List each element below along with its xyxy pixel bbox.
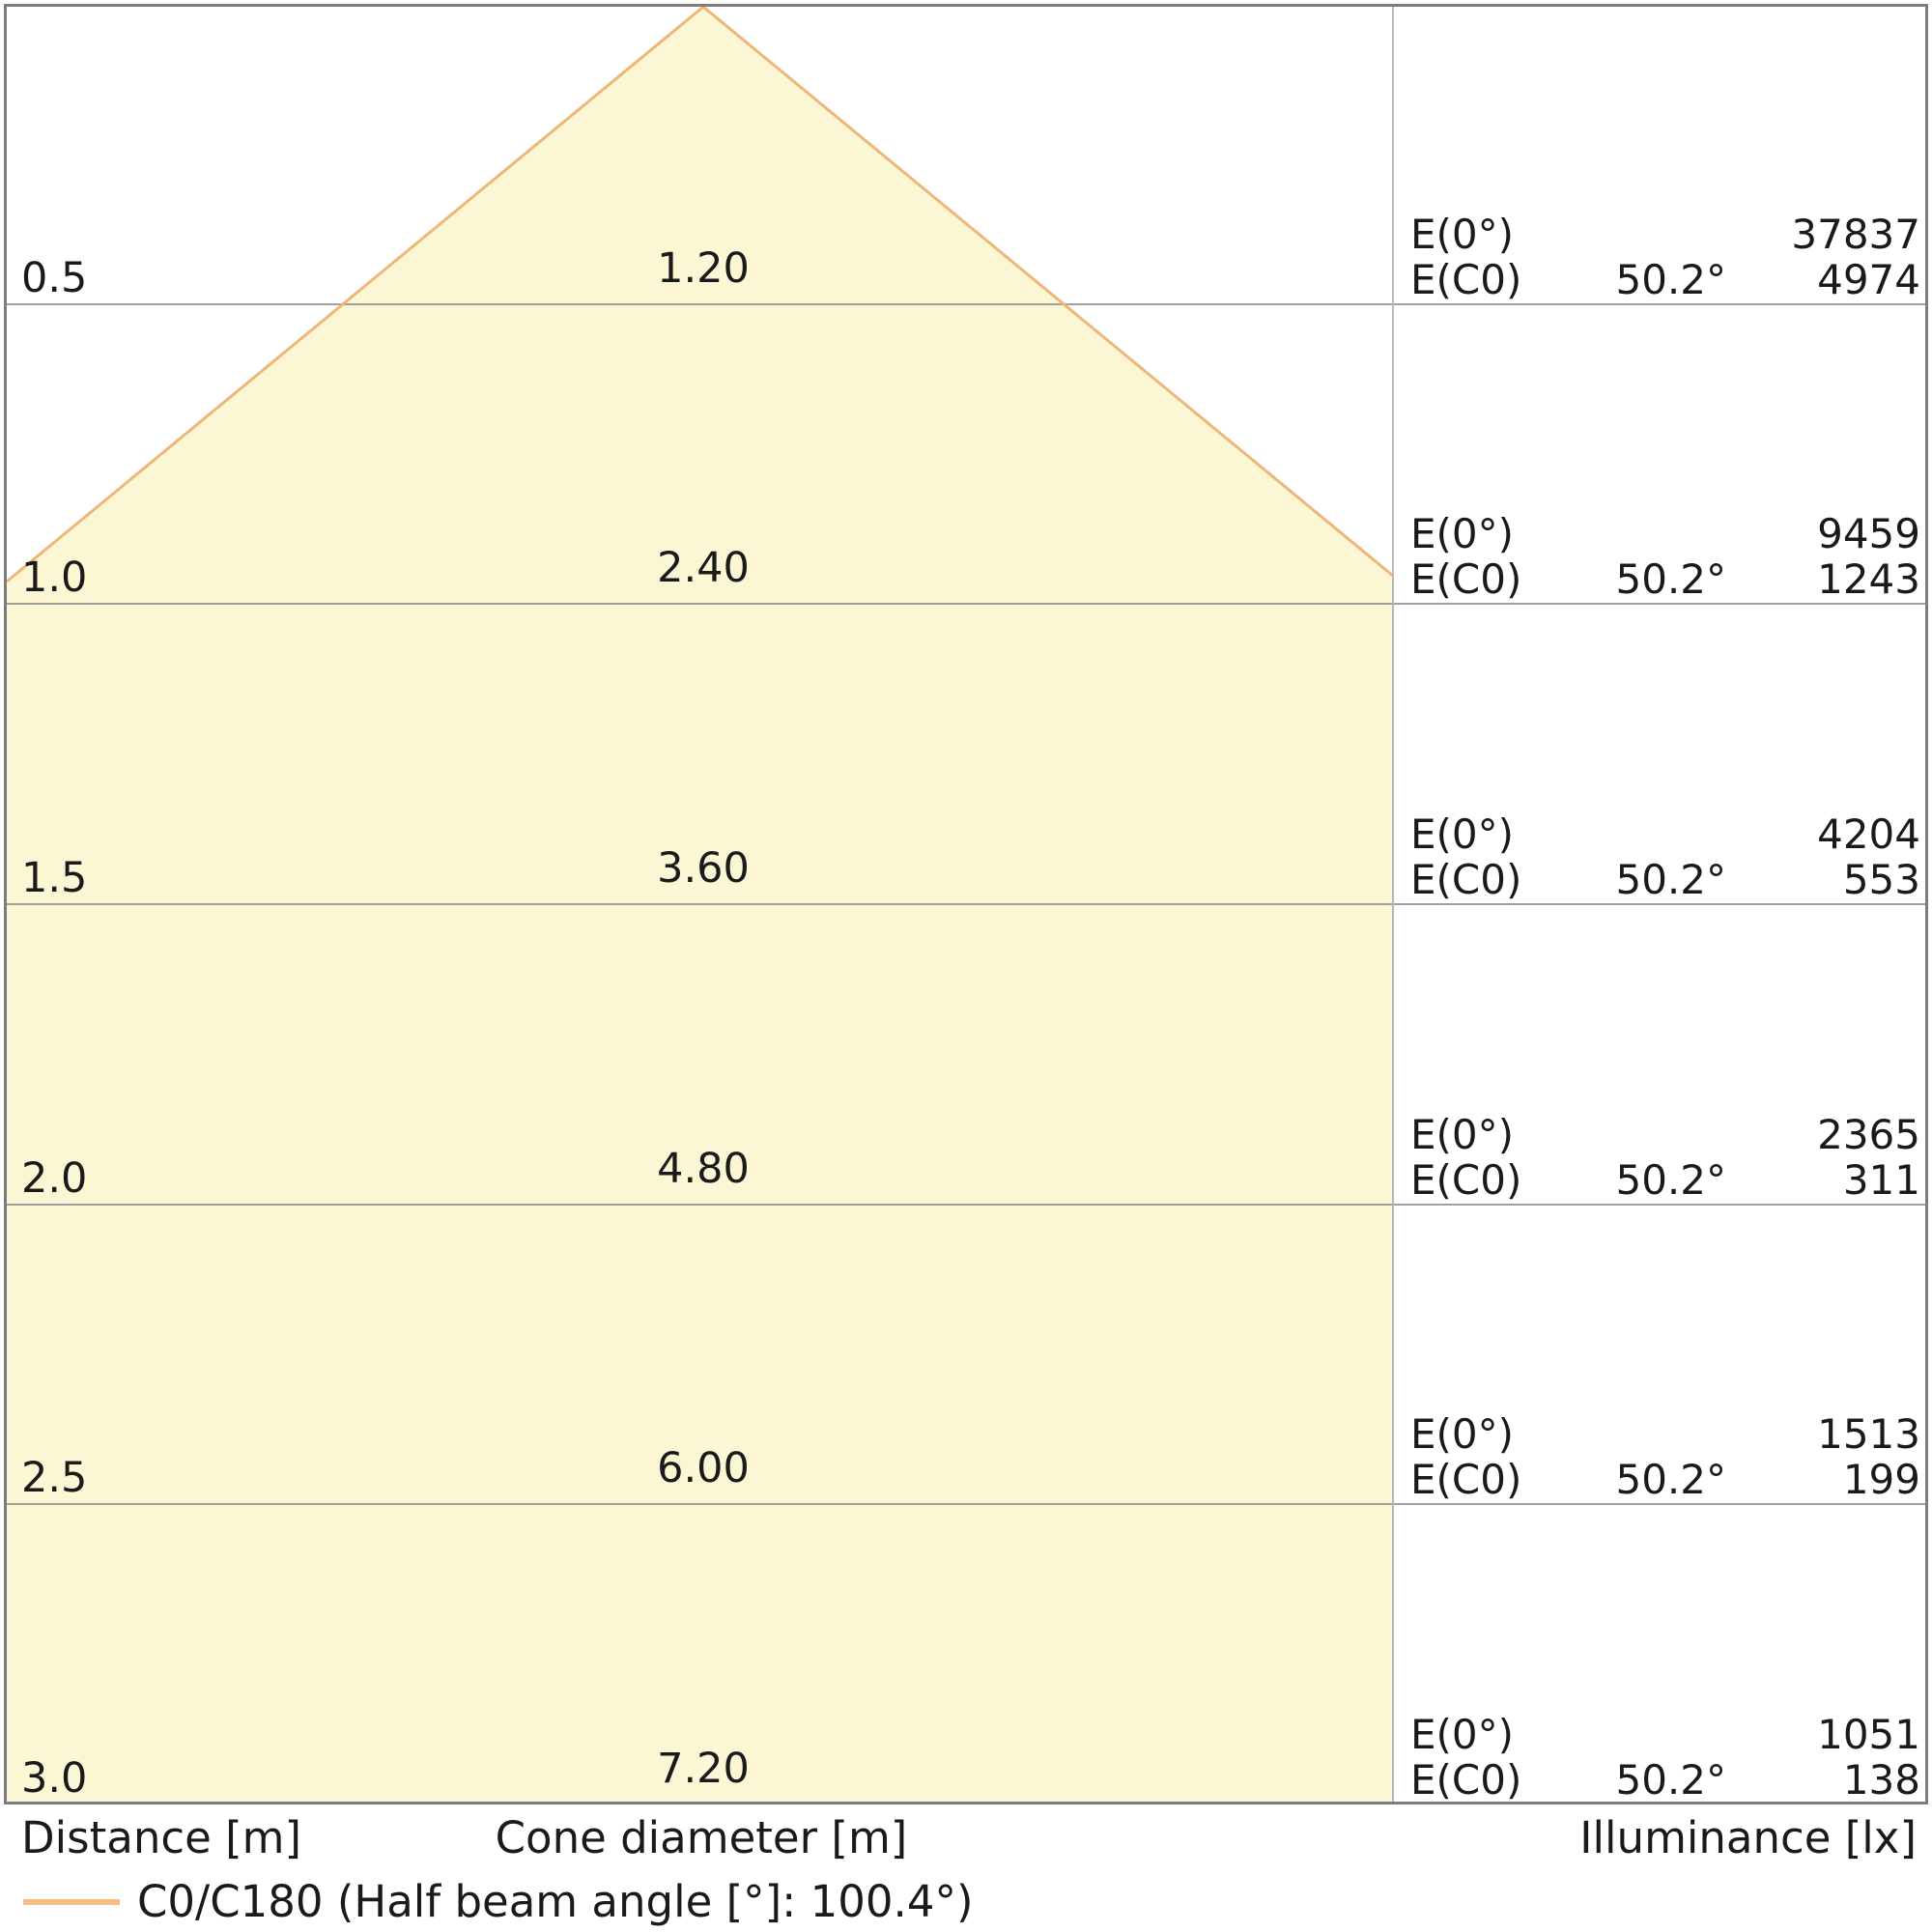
- row-0.5m: 0.5 1.20 E(0°) 37837 E(C0) 50.2° 4974: [4, 188, 1928, 302]
- beam-angle-value: 50.2°: [1615, 856, 1726, 903]
- illuminance-cell: E(0°) 2365 E(C0) 50.2° 311: [1410, 1112, 1920, 1203]
- beam-edge-right: [702, 5, 1394, 578]
- row-1.0m: 1.0 2.40 E(0°) 9459 E(C0) 50.2° 1243: [4, 488, 1928, 602]
- ec0-value: 1243: [1817, 555, 1920, 603]
- distance-label: 1.5: [21, 854, 88, 902]
- cone-diameter-label: 2.40: [657, 544, 750, 592]
- ec0-value: 138: [1842, 1756, 1920, 1804]
- e0-label: E(0°): [1410, 1111, 1515, 1158]
- e0-value: 4204: [1817, 810, 1920, 858]
- e0-label: E(0°): [1410, 211, 1515, 258]
- e0-value: 9459: [1817, 510, 1920, 557]
- ec0-label: E(C0): [1410, 256, 1522, 303]
- distance-label: 1.0: [21, 554, 88, 602]
- distance-label: 2.5: [21, 1454, 88, 1502]
- cone-diameter-label: 4.80: [657, 1145, 750, 1193]
- e0-value: 37837: [1791, 211, 1920, 258]
- ec0-label: E(C0): [1410, 1456, 1522, 1503]
- e0-label: E(0°): [1410, 1410, 1515, 1458]
- e0-value: 1513: [1817, 1410, 1920, 1458]
- row-2.0m: 2.0 4.80 E(0°) 2365 E(C0) 50.2° 311: [4, 1089, 1928, 1203]
- ec0-label: E(C0): [1410, 555, 1522, 603]
- row-1.5m: 1.5 3.60 E(0°) 4204 E(C0) 50.2° 553: [4, 788, 1928, 902]
- cone-plot-svg: [4, 4, 1928, 1804]
- ec0-label: E(C0): [1410, 1156, 1522, 1204]
- cone-diameter-label: 6.00: [657, 1444, 750, 1492]
- chart-frame: [4, 4, 1928, 1804]
- distance-label: 0.5: [21, 254, 88, 302]
- legend-line-swatch: [23, 1899, 120, 1905]
- axis-labels: Distance [m] Cone diameter [m] Illuminan…: [0, 1812, 1932, 1863]
- beam-angle-value: 50.2°: [1615, 1756, 1726, 1804]
- illuminance-axis-label: Illuminance [lx]: [1579, 1812, 1917, 1863]
- illuminance-cell: E(0°) 1513 E(C0) 50.2° 199: [1410, 1411, 1920, 1502]
- distance-label: 3.0: [21, 1754, 88, 1803]
- cone-diameter-label: 1.20: [657, 244, 750, 293]
- row-2.5m: 2.5 6.00 E(0°) 1513 E(C0) 50.2° 199: [4, 1388, 1928, 1502]
- distance-label: 2.0: [21, 1154, 88, 1203]
- cone-diameter-label: 7.20: [657, 1745, 750, 1793]
- ec0-value: 311: [1842, 1156, 1920, 1204]
- ec0-label: E(C0): [1410, 856, 1522, 903]
- row-3.0m: 3.0 7.20 E(0°) 1051 E(C0) 50.2° 138: [4, 1689, 1928, 1803]
- ec0-label: E(C0): [1410, 1756, 1522, 1804]
- ec0-value: 553: [1842, 856, 1920, 903]
- e0-label: E(0°): [1410, 810, 1515, 858]
- illuminance-cell: E(0°) 9459 E(C0) 50.2° 1243: [1410, 511, 1920, 602]
- cone-diameter-label: 3.60: [657, 844, 750, 893]
- ec0-value: 4974: [1817, 256, 1920, 303]
- beam-angle-value: 50.2°: [1615, 256, 1726, 303]
- cone-diameter-axis-label: Cone diameter [m]: [495, 1812, 908, 1863]
- e0-label: E(0°): [1410, 510, 1515, 557]
- illuminance-cell: E(0°) 37837 E(C0) 50.2° 4974: [1410, 212, 1920, 302]
- e0-label: E(0°): [1410, 1711, 1515, 1758]
- beam-angle-value: 50.2°: [1615, 1156, 1726, 1204]
- beam-edge-left: [6, 5, 704, 583]
- ec0-value: 199: [1842, 1456, 1920, 1503]
- legend: C0/C180 (Half beam angle [°]: 100.4°): [0, 1876, 1932, 1927]
- beam-angle-value: 50.2°: [1615, 555, 1726, 603]
- legend-label: C0/C180 (Half beam angle [°]: 100.4°): [137, 1876, 974, 1927]
- e0-value: 1051: [1817, 1711, 1920, 1758]
- e0-value: 2365: [1817, 1111, 1920, 1158]
- light-cone-chart: 0.5 1.20 E(0°) 37837 E(C0) 50.2° 4974 1.0 2…: [4, 4, 1928, 1804]
- beam-angle-value: 50.2°: [1615, 1456, 1726, 1503]
- illuminance-cell: E(0°) 4204 E(C0) 50.2° 553: [1410, 811, 1920, 902]
- illuminance-cell: E(0°) 1051 E(C0) 50.2° 138: [1410, 1712, 1920, 1803]
- distance-axis-label: Distance [m]: [21, 1812, 302, 1863]
